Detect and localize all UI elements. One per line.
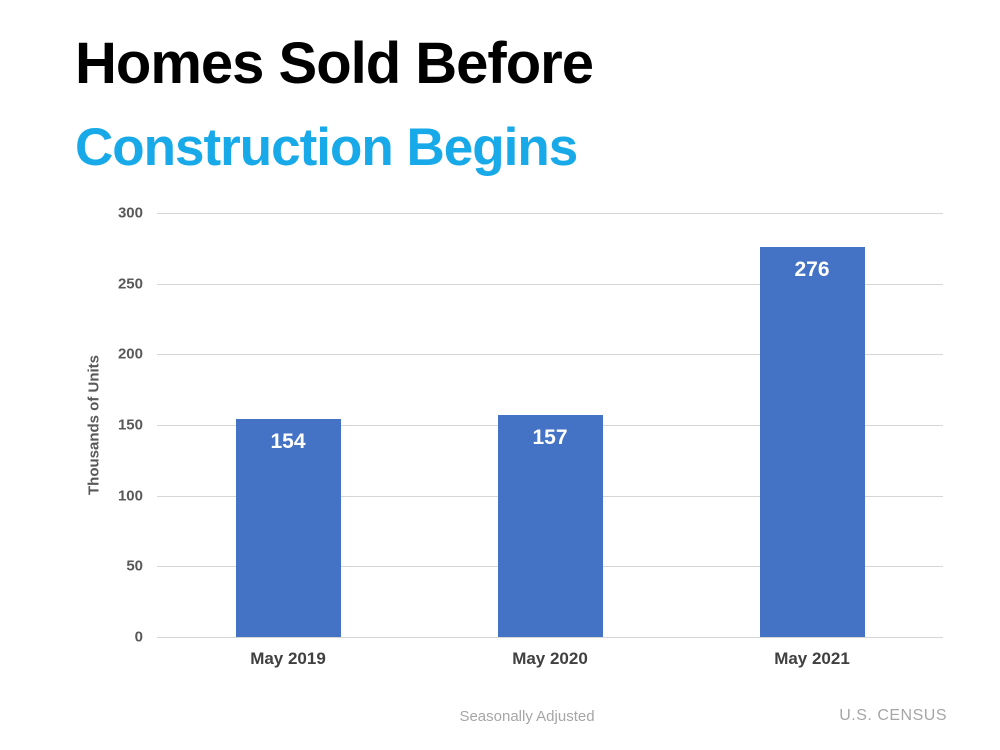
y-tick-label: 0 <box>134 628 143 646</box>
bar-value-label: 276 <box>794 257 830 281</box>
bar-value-label: 157 <box>532 426 568 450</box>
y-tick-label: 200 <box>117 345 143 363</box>
y-tick-label: 100 <box>117 487 143 505</box>
gridline <box>157 283 943 285</box>
gridline <box>157 354 943 356</box>
slide-title-line1: Homes Sold Before <box>75 31 594 96</box>
gridline <box>157 637 943 638</box>
footnote: Seasonally Adjusted <box>459 708 595 725</box>
x-axis-label: May 2021 <box>774 649 850 668</box>
gridline <box>157 213 943 214</box>
plot-area: 0 50 100 150 200 250 300 154 157 276 May 2019 May… <box>118 206 943 668</box>
y-tick-label: 50 <box>126 557 143 575</box>
bar-may-2021: 276 <box>759 246 865 637</box>
bar-may-2019: 154 <box>235 419 341 637</box>
bar-value-label: 154 <box>270 430 306 454</box>
y-axis-title: Thousands of Units <box>85 355 103 495</box>
slide-title-line2: Construction Begins <box>75 118 578 177</box>
bar-may-2020: 157 <box>497 415 603 637</box>
x-axis-label: May 2019 <box>250 649 326 668</box>
y-tick-label: 150 <box>117 416 143 434</box>
y-tick-label: 250 <box>117 275 143 293</box>
y-tick-label: 300 <box>117 204 143 222</box>
x-axis-label: May 2020 <box>512 649 588 668</box>
source-label: U.S. CENSUS <box>839 707 947 724</box>
